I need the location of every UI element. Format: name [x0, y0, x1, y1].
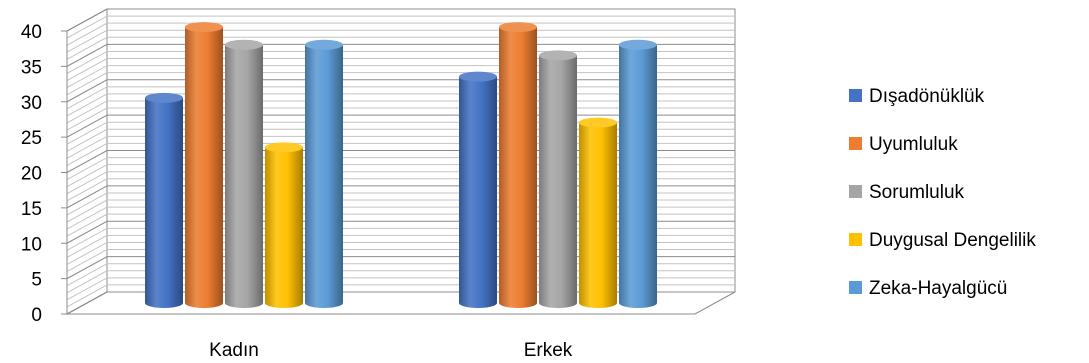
- legend-swatch: [849, 185, 862, 198]
- y-tick-label: 15: [21, 199, 42, 220]
- bar-top: [499, 22, 537, 33]
- bar-body: [225, 44, 263, 308]
- bar-body: [499, 27, 537, 308]
- bar-Erkek-Duygusal Dengelilik: [579, 117, 617, 309]
- bar-top: [619, 39, 657, 50]
- bar-Erkek-Uyumluluk: [499, 22, 537, 308]
- bar-body: [185, 27, 223, 308]
- legend-swatch: [849, 281, 862, 294]
- bar-body: [459, 76, 497, 308]
- bar-Erkek-Dışadönüklük: [459, 71, 497, 308]
- y-tick-label: 5: [31, 270, 42, 291]
- bar-body: [619, 44, 657, 308]
- legend-swatch: [849, 137, 862, 150]
- bar-Kadın-Dışadönüklük: [145, 92, 183, 308]
- x-axis: Kadın Erkek: [209, 340, 573, 361]
- bar-top: [265, 142, 303, 153]
- legend-label: Dışadönüklük: [869, 86, 985, 107]
- bar-top: [185, 22, 223, 33]
- bar-Kadın-Uyumluluk: [185, 22, 223, 308]
- legend-label: Uyumluluk: [869, 134, 958, 155]
- x-category-label: Erkek: [524, 340, 573, 361]
- legend-item: Zeka-Hayalgücü: [849, 278, 1007, 299]
- minor-gridline: [66, 15, 735, 39]
- y-tick-label: 20: [21, 164, 42, 185]
- y-tick-label: 40: [21, 22, 42, 43]
- bar-body: [539, 55, 577, 308]
- bar-top: [145, 92, 183, 103]
- legend-label: Zeka-Hayalgücü: [869, 278, 1007, 299]
- bar-body: [145, 97, 183, 308]
- major-gridline: [66, 8, 735, 32]
- bar-top: [579, 117, 617, 128]
- bar-top: [459, 71, 497, 82]
- legend-item: Duygusal Dengelilik: [849, 230, 1036, 251]
- y-tick-label: 0: [31, 305, 42, 326]
- bar-body: [579, 122, 617, 309]
- legend-label: Sorumluluk: [869, 182, 965, 203]
- legend-label: Duygusal Dengelilik: [869, 230, 1036, 251]
- legend-item: Uyumluluk: [849, 134, 958, 155]
- bar-body: [305, 44, 343, 308]
- bar-body: [265, 147, 303, 308]
- legend-swatch: [849, 233, 862, 246]
- bar-Kadın-Sorumluluk: [225, 39, 263, 308]
- bar-top: [225, 39, 263, 50]
- y-tick-label: 35: [21, 57, 42, 78]
- bar-Kadın-Duygusal Dengelilik: [265, 142, 303, 308]
- y-tick-label: 10: [21, 234, 42, 255]
- legend-swatch: [849, 89, 862, 102]
- y-axis: 0 5 10 15 20 25 30 35 40: [21, 22, 68, 326]
- legend-item: Sorumluluk: [849, 182, 965, 203]
- bar-top: [539, 50, 577, 61]
- y-tick-label: 30: [21, 93, 42, 114]
- bar-top: [305, 39, 343, 50]
- y-tick-label: 25: [21, 128, 42, 149]
- bar-Kadın-Zeka-Hayalgücü: [305, 39, 343, 308]
- x-category-label: Kadın: [209, 340, 259, 361]
- bars: [145, 22, 657, 309]
- bar-Erkek-Sorumluluk: [539, 50, 577, 308]
- bar-Erkek-Zeka-Hayalgücü: [619, 39, 657, 308]
- legend-item: Dışadönüklük: [849, 86, 985, 107]
- legend: Dışadönüklük Uyumluluk Sorumluluk Duygusal …: [849, 86, 1036, 299]
